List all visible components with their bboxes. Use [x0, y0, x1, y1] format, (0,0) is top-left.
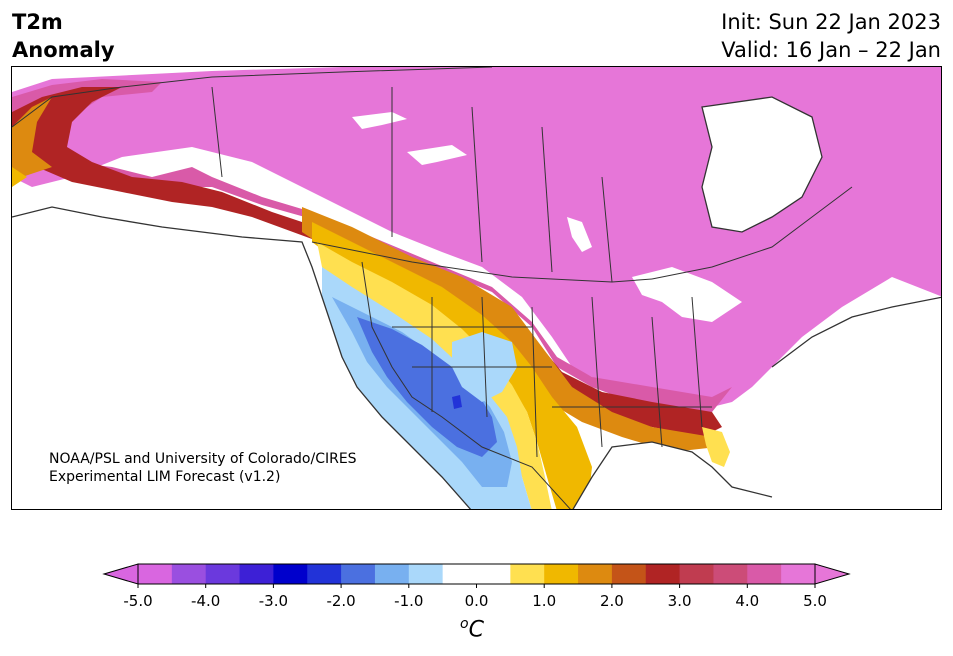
ocean-hudson-bay	[702, 97, 822, 232]
colorbar-tick-label: -5.0	[123, 592, 152, 610]
colorbar-tick-label: 4.0	[735, 592, 759, 610]
ocean-gulf	[573, 442, 941, 509]
political-borders	[12, 67, 853, 509]
colorbar-cell	[442, 564, 477, 584]
colorbar-cell	[611, 564, 647, 584]
colorbar-cell	[781, 564, 816, 584]
great-lakes	[632, 267, 742, 322]
anomaly-region-darkblue	[452, 395, 462, 409]
credit-text: NOAA/PSL and University of Colorado/CIRE…	[49, 450, 357, 486]
colorbar-tick-label: -2.0	[326, 592, 355, 610]
colorbar-cell	[171, 564, 207, 584]
anomaly-region-red	[12, 87, 722, 437]
colorbar-cell	[544, 564, 579, 584]
colorbar-tick-label: 1.0	[532, 592, 556, 610]
colorbar-cell	[307, 564, 342, 584]
map-svg	[12, 67, 941, 509]
credit-line-1: NOAA/PSL and University of Colorado/CIRE…	[49, 451, 357, 467]
init-date: Init: Sun 22 Jan 2023	[721, 10, 941, 34]
forecast-dates: Init: Sun 22 Jan 2023 Valid: 16 Jan – 22…	[721, 8, 941, 64]
great-bear-lake	[407, 145, 467, 165]
colorbar-units: oC	[460, 616, 484, 642]
great-slave-lake	[352, 112, 407, 129]
colorbar-cell	[476, 564, 511, 584]
colorbar-cell	[747, 564, 782, 584]
colorbar-cell	[578, 564, 613, 584]
colorbar-tick-label: -4.0	[191, 592, 220, 610]
colorbar-under-arrow	[102, 563, 139, 585]
colorbar-tick-label: -1.0	[394, 592, 423, 610]
units-superscript: o	[460, 616, 469, 632]
colorbar-tick-label: 3.0	[668, 592, 692, 610]
colorbar-tick-label: 5.0	[803, 592, 827, 610]
title-line-1: T2m	[12, 10, 63, 34]
credit-line-2: Experimental LIM Forecast (v1.2)	[49, 469, 281, 485]
ocean-pacific	[12, 207, 471, 509]
colorbar-tick-label: 0.0	[465, 592, 489, 610]
colorbar-cell	[679, 564, 714, 584]
colorbar-cell	[138, 564, 173, 584]
valid-dates: Valid: 16 Jan – 22 Jan	[721, 38, 941, 62]
colorbar-over-arrow	[814, 563, 851, 585]
map-title: T2m Anomaly	[12, 8, 115, 64]
title-line-2: Anomaly	[12, 38, 115, 62]
colorbar-cell	[713, 564, 748, 584]
colorbar-tick-label: -3.0	[259, 592, 288, 610]
colorbar-cell	[408, 564, 444, 584]
colorbar-cell	[205, 564, 241, 584]
colorbar-cell	[510, 564, 545, 584]
coastline	[12, 96, 941, 509]
anomaly-map	[11, 66, 942, 510]
colorbar-cell	[341, 564, 376, 584]
colorbar-cell	[645, 564, 681, 584]
colorbar-ticks: -5.0 -4.0 -3.0 -2.0 -1.0 0.0 1.0 2.0 3.0 4.0 5.0	[123, 584, 827, 610]
units-letter: C	[468, 617, 484, 643]
colorbar-cell	[273, 564, 308, 584]
colorbar-cell	[374, 564, 410, 584]
anomaly-region-blue	[357, 317, 497, 457]
colorbar-tick-label: 2.0	[600, 592, 624, 610]
florida-peninsula	[702, 427, 730, 467]
colorbar-cell	[239, 564, 274, 584]
colorbar: -5.0 -4.0 -3.0 -2.0 -1.0 0.0 1.0 2.0 3.0 4.0 5.0	[102, 563, 851, 610]
lake-winnipeg	[567, 217, 592, 252]
anomaly-region-magenta	[12, 67, 941, 407]
anomaly-region-orange	[12, 97, 717, 452]
ocean-atlantic	[732, 297, 941, 487]
colorbar-cells	[138, 564, 816, 584]
